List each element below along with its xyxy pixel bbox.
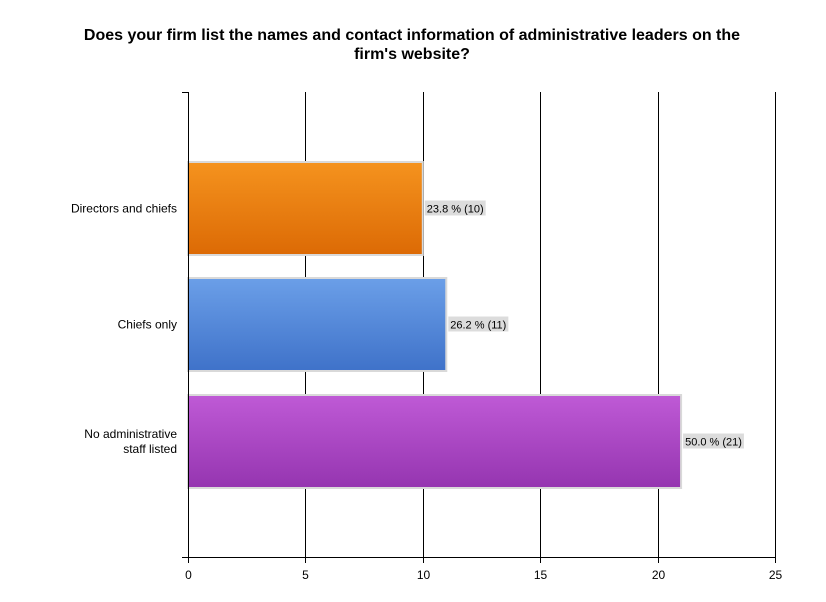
data-label-bg-1 [448, 316, 509, 332]
bar-0 [187, 161, 424, 256]
data-label-2: 50.0 % (21) [685, 437, 742, 449]
x-tick-label-2: 10 [417, 568, 431, 582]
x-tick-label-5: 25 [769, 568, 783, 582]
category-label-2-1: staff listed [123, 442, 177, 456]
data-label-bg-2 [683, 433, 744, 449]
category-label-1-0: Chiefs only [118, 318, 177, 332]
data-label-1: 26.2 % (11) [450, 320, 506, 332]
bar-2 [187, 394, 683, 489]
chart-title: Does your firm list the names and contac… [60, 26, 764, 64]
chart-title-line-2: firm's website? [354, 46, 470, 63]
category-label-0-0: Directors and chiefs [71, 202, 177, 216]
chart-title-line-1: Does your firm list the names and contac… [83, 27, 741, 44]
x-tick-label-1: 5 [302, 568, 309, 582]
labels: 23.8 % (10) Directors and chiefs 26.2 % (1… [71, 200, 783, 582]
data-label-bg-0 [424, 200, 486, 216]
axes [182, 92, 776, 563]
x-tick-label-3: 15 [534, 568, 548, 582]
data-label-0: 23.8 % (10) [427, 204, 484, 216]
bars [187, 161, 683, 489]
x-tick-label-4: 20 [652, 568, 666, 582]
category-label-2-0: No administrative [84, 427, 177, 441]
bar-1 [187, 277, 448, 372]
x-tick-label-0: 0 [185, 568, 192, 582]
